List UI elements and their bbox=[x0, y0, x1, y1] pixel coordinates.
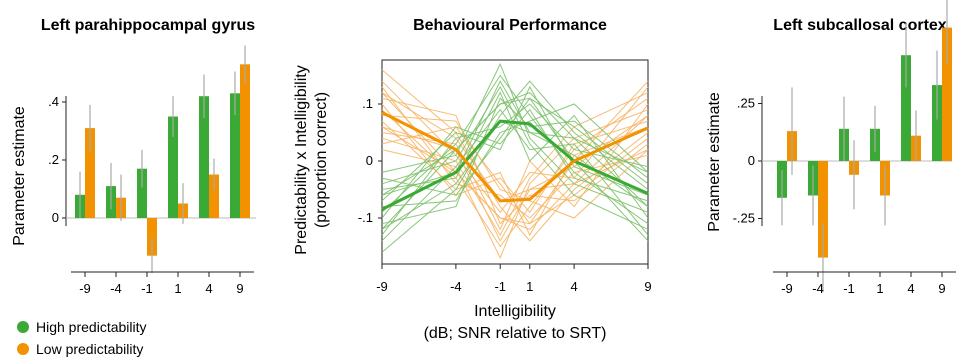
chart2-title: Behavioural Performance bbox=[413, 17, 607, 34]
y-tick-label: -.25 bbox=[733, 211, 755, 226]
y-tick-label: 0 bbox=[52, 210, 59, 225]
y-tick-label: -.1 bbox=[358, 210, 373, 225]
bar-low--9 bbox=[85, 128, 95, 218]
chart1-error-bars bbox=[79, 45, 246, 274]
x-tick-label: 9 bbox=[236, 281, 243, 296]
x-tick-label: 1 bbox=[174, 281, 181, 296]
x-tick-label: -4 bbox=[812, 281, 824, 296]
chart3-error-bars bbox=[781, 0, 948, 293]
individual-line-high bbox=[381, 97, 649, 242]
chart2-individual-lines bbox=[381, 62, 649, 260]
chart3-bars bbox=[777, 27, 952, 258]
chart2-xlabel-sub: (dB; SNR relative to SRT) bbox=[424, 325, 607, 342]
x-tick-label: -4 bbox=[110, 281, 122, 296]
bar-high-4 bbox=[901, 55, 911, 162]
chart2-plot-frame bbox=[381, 59, 649, 265]
y-tick-label: .4 bbox=[48, 94, 59, 109]
chart-left-parahippocampal: Left parahippocampal gyrus Parameter est… bbox=[11, 17, 256, 296]
individual-line-low bbox=[381, 114, 649, 219]
x-tick-label: 1 bbox=[876, 281, 883, 296]
chart1-title: Left parahippocampal gyrus bbox=[41, 17, 255, 34]
chart2-xlabel: Intelligibility bbox=[474, 303, 556, 320]
bar-high-9 bbox=[230, 93, 240, 218]
chart2-ylabel-line2: (proportion correct) bbox=[313, 92, 330, 228]
bar-low--4 bbox=[818, 161, 828, 258]
bar-high--1 bbox=[137, 168, 147, 218]
y-tick-label: .25 bbox=[737, 96, 755, 111]
x-tick-label: -9 bbox=[79, 281, 91, 296]
chart1-bars bbox=[75, 64, 250, 256]
x-tick-label: 9 bbox=[938, 281, 945, 296]
chart3-ylabel: Parameter estimate bbox=[706, 92, 723, 232]
bar-low-4 bbox=[209, 174, 219, 218]
chart2-x-ticks: -9 -4 -1 1 4 9 bbox=[376, 264, 652, 294]
chart3-title: Left subcallosal cortex bbox=[773, 17, 946, 34]
legend: High predictability Low predictability bbox=[17, 319, 147, 357]
individual-line-low bbox=[381, 115, 649, 242]
x-tick-label: 4 bbox=[205, 281, 212, 296]
x-tick-label: 1 bbox=[526, 279, 533, 294]
chart1-x-ticks: -9 -4 -1 1 4 9 bbox=[71, 271, 254, 296]
y-tick-label: 0 bbox=[366, 153, 373, 168]
x-tick-label: 9 bbox=[644, 279, 651, 294]
legend-high-label: High predictability bbox=[36, 319, 147, 335]
bar-low--1 bbox=[147, 218, 157, 256]
x-tick-label: -9 bbox=[781, 281, 793, 296]
legend-low-marker bbox=[17, 343, 29, 355]
chart1-y-ticks: .4 .2 0 bbox=[48, 94, 256, 226]
x-tick-label: -1 bbox=[141, 281, 153, 296]
y-tick-label: .2 bbox=[48, 152, 59, 167]
bar-high-1 bbox=[168, 116, 178, 218]
individual-line-high bbox=[381, 103, 649, 208]
individual-line-low bbox=[381, 69, 649, 242]
bar-low-9 bbox=[942, 27, 952, 161]
bar-high-4 bbox=[199, 96, 209, 218]
x-tick-label: -1 bbox=[843, 281, 855, 296]
legend-high-marker bbox=[17, 321, 29, 333]
bar-low-9 bbox=[240, 64, 250, 218]
chart-behavioural-performance: Behavioural Performance Predictability x… bbox=[293, 17, 652, 342]
x-tick-label: -4 bbox=[450, 279, 462, 294]
mean-line-low bbox=[381, 111, 649, 203]
individual-line-high bbox=[381, 85, 649, 230]
x-tick-label: 4 bbox=[570, 279, 577, 294]
individual-line-high bbox=[381, 74, 649, 225]
chart3-x-ticks: -9 -4 -1 1 4 9 bbox=[773, 271, 956, 296]
x-tick-label: -1 bbox=[494, 279, 506, 294]
x-tick-label: -9 bbox=[376, 279, 388, 294]
bar-high-9 bbox=[932, 85, 942, 161]
chart-left-subcallosal: Left subcallosal cortex Parameter estima… bbox=[706, 0, 956, 296]
chart2-mean-lines bbox=[381, 111, 649, 211]
x-tick-label: 4 bbox=[907, 281, 914, 296]
individual-line-low bbox=[381, 97, 649, 225]
y-tick-label: .1 bbox=[362, 96, 373, 111]
chart2-y-ticks: .1 0 -.1 bbox=[358, 96, 382, 225]
individual-line-high bbox=[381, 80, 649, 207]
mean-line-high bbox=[381, 119, 649, 211]
chart2-ylabel-line1: Predictability x Intelligibility bbox=[293, 65, 310, 254]
individual-line-high bbox=[381, 97, 649, 225]
individual-line-low bbox=[381, 80, 649, 225]
individual-line-high bbox=[381, 80, 649, 253]
y-tick-label: 0 bbox=[748, 153, 755, 168]
chart1-ylabel: Parameter estimate bbox=[11, 106, 28, 246]
individual-line-low bbox=[381, 97, 649, 248]
legend-low-label: Low predictability bbox=[36, 341, 143, 357]
